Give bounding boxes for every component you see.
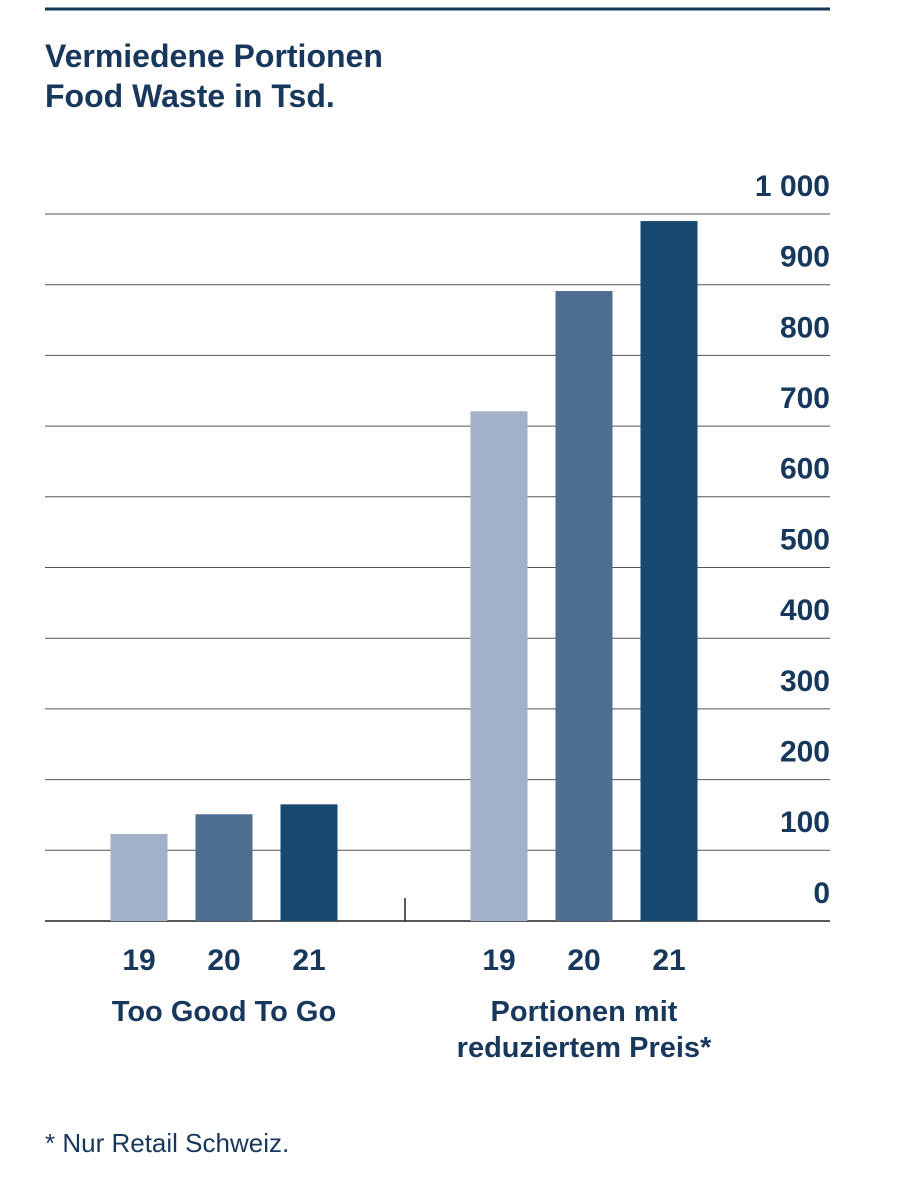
- year-label: 19: [122, 944, 155, 977]
- y-tick-label: 800: [780, 311, 830, 344]
- bar: [280, 804, 338, 921]
- year-label: 21: [292, 944, 325, 977]
- bar: [110, 834, 168, 921]
- y-tick-label: 900: [780, 241, 830, 274]
- y-tick-label: 1 000: [755, 170, 830, 203]
- year-label: 20: [207, 944, 240, 977]
- bar: [470, 411, 528, 921]
- y-tick-label: 300: [780, 665, 830, 698]
- year-label: 20: [567, 944, 600, 977]
- chart-title: Vermiedene Portionen Food Waste in Tsd.: [45, 38, 383, 114]
- footnote: * Nur Retail Schweiz.: [45, 1128, 290, 1158]
- bar: [640, 221, 698, 921]
- y-tick-label: 400: [780, 594, 830, 627]
- y-tick-label: 700: [780, 382, 830, 415]
- y-tick-label: 0: [813, 877, 830, 910]
- y-tick-label: 600: [780, 453, 830, 486]
- bar: [555, 291, 613, 921]
- category-label: Portionen mit reduziertem Preis*: [456, 996, 712, 1065]
- category-label: Too Good To Go: [111, 996, 337, 1028]
- y-tick-label: 100: [780, 806, 830, 839]
- year-label: 21: [652, 944, 685, 977]
- bar: [195, 814, 253, 921]
- year-label: 19: [482, 944, 515, 977]
- y-tick-label: 200: [780, 736, 830, 769]
- y-tick-label: 500: [780, 523, 830, 556]
